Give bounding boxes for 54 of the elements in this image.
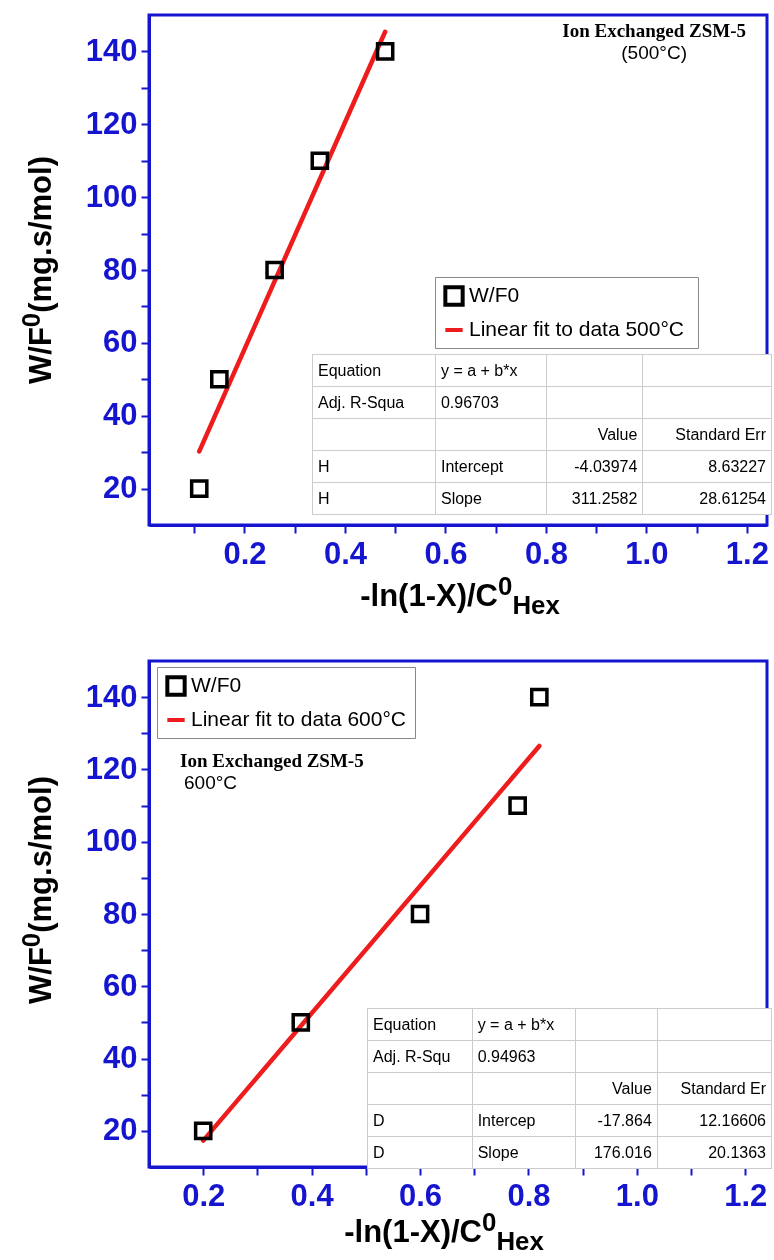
x-tick-label: 0.6 [424, 535, 468, 571]
point [410, 904, 430, 924]
x-tick-label: 1.0 [615, 1177, 659, 1213]
x-tick-label: 0.6 [399, 1177, 443, 1213]
point [310, 151, 330, 171]
y-tick-label: 80 [103, 251, 138, 287]
text: (500°C) [620, 42, 688, 64]
legend-label: W/F0 [191, 673, 242, 696]
text: Value Standard Err [597, 425, 766, 443]
point [508, 796, 527, 815]
y-tick-label: 120 [85, 105, 138, 141]
point [193, 1121, 213, 1141]
point [210, 369, 229, 389]
point [265, 260, 284, 280]
y-tick-label: 40 [103, 397, 138, 433]
point [189, 479, 209, 498]
point [529, 687, 549, 707]
text: Ion Exchanged ZSM-5 [180, 750, 364, 772]
x-tick-label: 1.2 [725, 535, 769, 571]
y-tick-label: 40 [103, 1040, 138, 1076]
chart-title: Ion Exchanged ZSM-5 [562, 20, 746, 42]
y-tick-label: 120 [85, 750, 138, 786]
x-tick-label: 0.8 [524, 535, 568, 571]
x-tick-label: 1.0 [625, 535, 669, 571]
x-tick-label: 0.2 [223, 535, 267, 571]
x-tick-label: 0.4 [290, 1177, 335, 1213]
text: 600°C [183, 772, 239, 794]
text: D Slope 176.016 20.1363 [373, 1143, 766, 1161]
y-tick-label: 140 [85, 32, 138, 68]
text: Adj. R-Squ 0.94963 [373, 1047, 536, 1065]
x-tick-label: 0.2 [182, 1177, 226, 1213]
text: Adj. R-Squa 0.96703 [318, 393, 499, 411]
y-tick-label: 60 [103, 324, 138, 360]
y-tick-label: 100 [85, 823, 138, 859]
y-tick-label: 100 [85, 178, 138, 214]
legend-label: Linear fit to data 600°C [191, 707, 407, 730]
text: Equation y = a + b*x [318, 361, 518, 379]
point [375, 42, 395, 61]
text: Value Standard Er [612, 1079, 766, 1097]
y-tick-label: 140 [85, 678, 138, 714]
text: D Intercep -17.864 12.16606 [373, 1111, 766, 1129]
y-tick-label: 20 [103, 1112, 138, 1148]
x-tick-label: 1.2 [724, 1177, 768, 1213]
y-tick-label: 60 [103, 967, 138, 1003]
text: H Intercept -4.03974 8.63227 [318, 457, 766, 475]
point [291, 1013, 311, 1032]
x-tick-label: 0.8 [507, 1177, 551, 1213]
text: H Slope 311.2582 28.61254 [318, 489, 766, 507]
text: Equation y = a + b*x [373, 1015, 555, 1033]
x-tick-label: 0.4 [323, 535, 368, 571]
legend-label: W/F0 [469, 283, 520, 306]
y-tick-label: 80 [103, 895, 138, 931]
y-tick-label: 20 [103, 470, 138, 506]
legend-label: Linear fit to data 500°C [469, 317, 685, 340]
